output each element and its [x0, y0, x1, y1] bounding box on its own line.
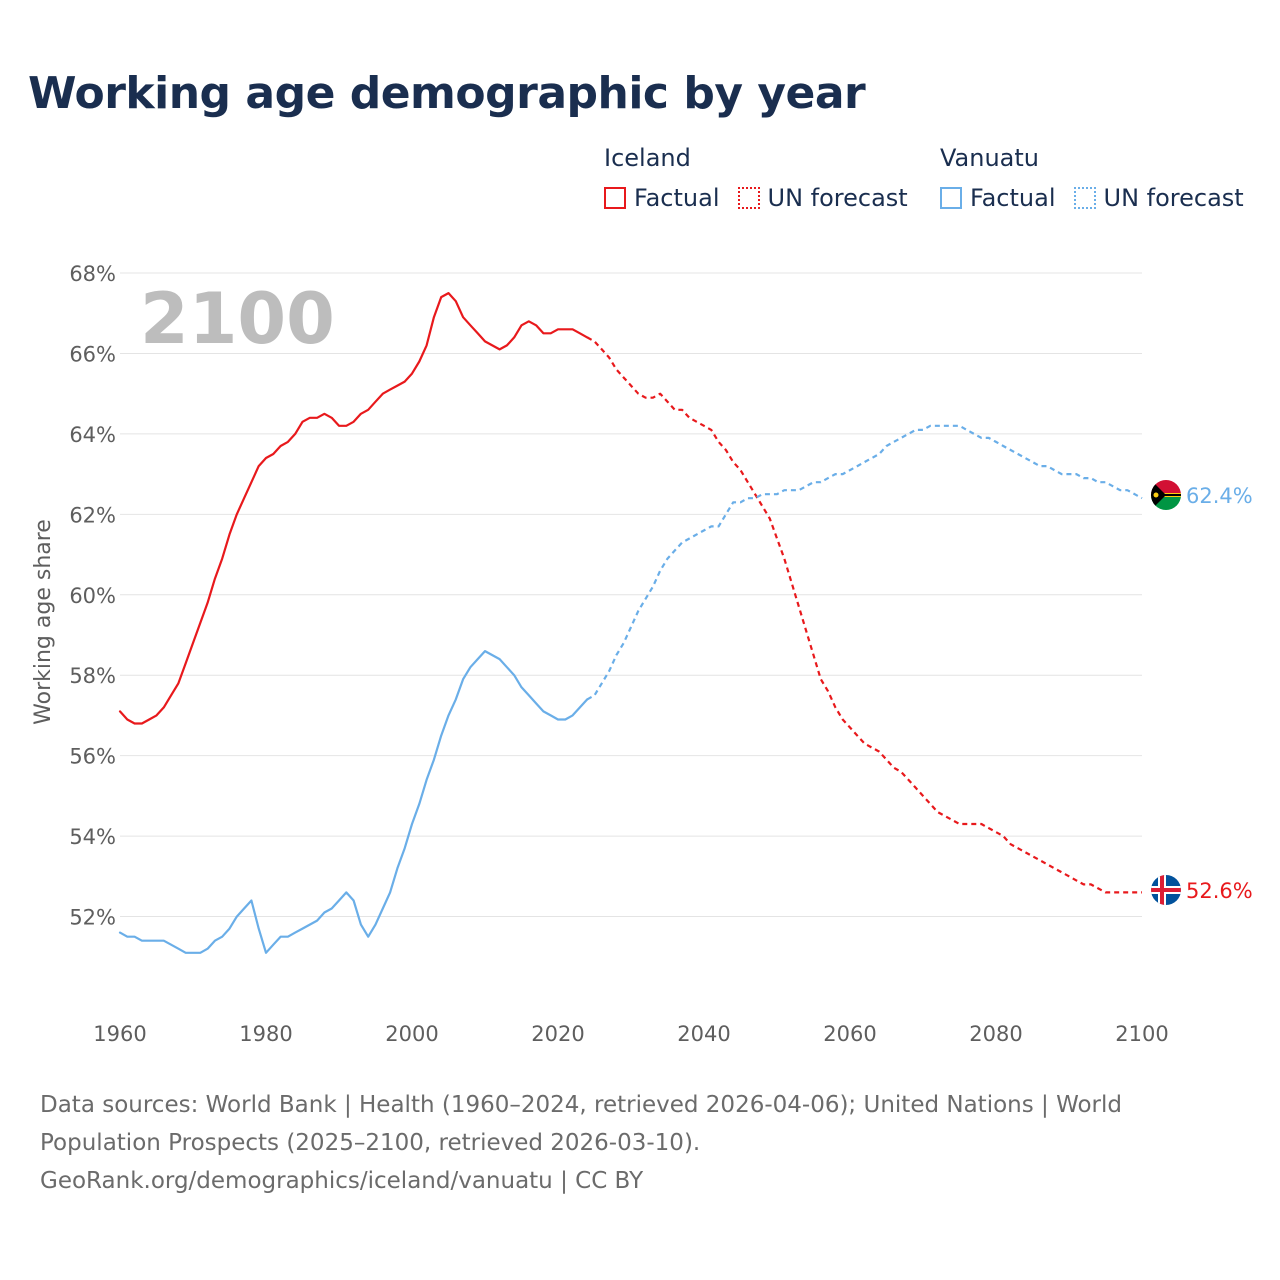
legend-item-iceland-forecast[interactable]: UN forecast: [737, 184, 908, 212]
x-tick-label: 2040: [677, 1022, 730, 1046]
footer-sources: Data sources: World Bank | Health (1960–…: [40, 1092, 1122, 1156]
legend-swatch-solid-icon: [940, 187, 962, 209]
x-tick-label: 1980: [239, 1022, 292, 1046]
y-tick-label: 58%: [69, 664, 116, 688]
legend-group-name: Vanuatu: [940, 144, 1040, 172]
legend-item-label: Factual: [634, 184, 720, 212]
gridlines: [120, 272, 1142, 918]
series-lines: [118, 292, 1143, 954]
y-tick-label: 54%: [69, 825, 116, 849]
x-tick-label: 1960: [93, 1022, 146, 1046]
vanuatu-factual-line: [118, 650, 589, 954]
vanuatu-flag-icon: [1151, 480, 1181, 510]
y-axis-ticks: 52% 54% 56% 58% 60% 62% 64% 66% 68%: [69, 262, 116, 930]
footer: Data sources: World Bank | Health (1960–…: [40, 1086, 1190, 1200]
legend-item-label: UN forecast: [1103, 184, 1244, 212]
y-tick-label: 52%: [69, 906, 116, 930]
x-tick-label: 2020: [531, 1022, 584, 1046]
y-tick-label: 62%: [69, 503, 116, 527]
legend-swatch-dotted-icon: [737, 187, 760, 209]
y-tick-label: 56%: [69, 745, 116, 769]
y-tick-label: 68%: [69, 262, 116, 286]
legend-item-vanuatu-factual[interactable]: Factual: [940, 184, 1056, 212]
legend-swatch-solid-icon: [604, 187, 626, 209]
legend-group-iceland: Iceland Factual UN forecast: [604, 142, 926, 212]
footer-link[interactable]: GeoRank.org/demographics/iceland/vanuatu…: [40, 1168, 644, 1194]
legend-item-vanuatu-forecast[interactable]: UN forecast: [1073, 184, 1244, 212]
legend-item-iceland-factual[interactable]: Factual: [604, 184, 720, 212]
iceland-factual-line: [118, 292, 589, 725]
legend-group-name: Iceland: [604, 144, 691, 172]
legend-group-vanuatu: Vanuatu Factual UN forecast: [940, 142, 1244, 212]
x-tick-label: 2080: [969, 1022, 1022, 1046]
x-tick-label: 2060: [823, 1022, 876, 1046]
y-tick-label: 66%: [69, 342, 116, 366]
legend-item-label: UN forecast: [767, 184, 908, 212]
line-chart: 52% 54% 56% 58% 60% 62% 64% 66% 68% 1960 1980 2000…: [31, 262, 1253, 1046]
x-tick-label: 2100: [1115, 1022, 1168, 1046]
vanuatu-end-label: 62.4%: [1186, 484, 1253, 508]
y-tick-label: 64%: [69, 423, 116, 447]
chart-title: Working age demographic by year: [28, 68, 866, 119]
legend-swatch-dotted-icon: [1073, 187, 1096, 209]
x-tick-label: 2000: [385, 1022, 438, 1046]
y-tick-label: 60%: [69, 584, 116, 608]
y-axis-title: Working age share: [31, 519, 56, 725]
iceland-end-label: 52.6%: [1186, 879, 1253, 903]
legend-item-label: Factual: [970, 184, 1056, 212]
current-year-label: 2100: [140, 278, 335, 360]
iceland-forecast-line: [586, 336, 1142, 894]
vanuatu-forecast-line: [586, 424, 1143, 701]
x-axis-ticks: 1960 1980 2000 2020 2040 2060 2080 2100: [93, 1022, 1168, 1046]
iceland-flag-icon: [1151, 875, 1181, 905]
